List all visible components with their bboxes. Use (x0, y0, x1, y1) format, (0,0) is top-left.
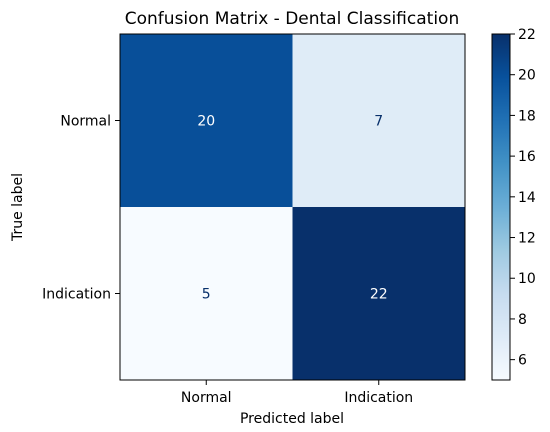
y-tick-label: Normal (60, 114, 111, 130)
plot-frame (119, 33, 466, 381)
cell-value-label: 20 (197, 114, 215, 130)
x-axis-title: Predicted label (240, 411, 344, 427)
x-tick-labels: Normal Indication (181, 380, 413, 406)
x-tick-label: Indication (344, 390, 413, 406)
colorbar-tick-label: 12 (518, 231, 536, 247)
heatmap-cell (292, 207, 465, 380)
colorbar (491, 33, 511, 381)
colorbar-tick-label: 16 (518, 149, 536, 165)
y-axis-title: True label (10, 173, 26, 242)
cell-value-label: 22 (370, 287, 388, 303)
colorbar-tick-label: 20 (518, 68, 536, 84)
colorbar-tick-label: 22 (518, 27, 536, 43)
y-tick-label: Indication (42, 287, 111, 303)
cell-value-label: 7 (374, 114, 383, 130)
heatmap-cells: 20 7 5 22 (120, 34, 465, 380)
heatmap-cell (120, 34, 293, 207)
colorbar-tick-label: 14 (518, 190, 536, 206)
chart-title: Confusion Matrix - Dental Classification (125, 9, 459, 29)
colorbar-ticks: 6 8 10 12 14 16 18 20 22 (510, 27, 536, 369)
colorbar-tick-label: 10 (518, 271, 536, 287)
cell-value-label: 5 (202, 287, 211, 303)
heatmap-cell (120, 207, 293, 380)
x-tick-label: Normal (181, 390, 232, 406)
colorbar-tick-label: 8 (518, 312, 527, 328)
colorbar-tick-label: 18 (518, 108, 536, 124)
heatmap-cell (292, 34, 465, 207)
y-tick-labels: Normal Indication (42, 114, 120, 303)
colorbar-tick-label: 6 (518, 353, 527, 369)
